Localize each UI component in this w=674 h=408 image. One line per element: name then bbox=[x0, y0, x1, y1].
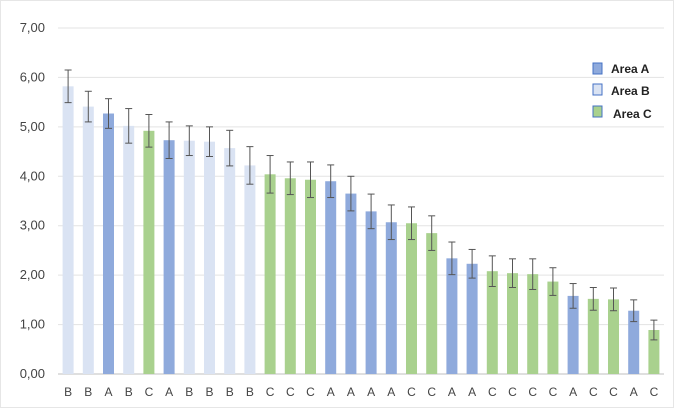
legend-swatch-area-a bbox=[592, 62, 603, 75]
legend-item-area-c: Area C bbox=[592, 105, 652, 121]
bar bbox=[183, 140, 195, 374]
y-tick-label: 3,00 bbox=[20, 218, 45, 233]
legend-swatch-area-c bbox=[592, 105, 603, 118]
bar bbox=[325, 181, 337, 374]
bar bbox=[103, 113, 114, 375]
x-tick-label: C bbox=[650, 385, 659, 399]
x-tick-label: A bbox=[104, 385, 112, 399]
bar bbox=[345, 193, 357, 374]
bar bbox=[547, 281, 559, 374]
bar bbox=[507, 273, 518, 374]
x-tick-label: C bbox=[306, 385, 315, 399]
x-tick-label: C bbox=[488, 385, 497, 399]
x-tick-label: A bbox=[327, 385, 335, 399]
y-tick-label: 0,00 bbox=[20, 366, 45, 381]
x-tick-label: C bbox=[286, 385, 295, 399]
x-tick-label: C bbox=[589, 385, 598, 399]
x-tick-label: C bbox=[549, 385, 558, 399]
bar bbox=[365, 211, 377, 374]
bar bbox=[466, 263, 478, 374]
x-tick-label: C bbox=[407, 385, 416, 399]
bar bbox=[143, 130, 155, 374]
x-tick-label: B bbox=[226, 385, 234, 399]
y-tick-label: 7,00 bbox=[20, 20, 45, 35]
bar bbox=[385, 222, 397, 374]
bar bbox=[204, 141, 215, 374]
bars bbox=[62, 86, 660, 375]
y-tick-label: 5,00 bbox=[20, 119, 45, 134]
x-tick-label: C bbox=[145, 385, 154, 399]
legend-label-area-c: Area C bbox=[613, 107, 652, 121]
bar bbox=[608, 299, 619, 374]
x-tick-label: A bbox=[448, 385, 456, 399]
x-tick-label: B bbox=[64, 385, 72, 399]
x-tick-label: C bbox=[528, 385, 537, 399]
y-tick-label: 6,00 bbox=[20, 69, 45, 84]
x-tick-label: B bbox=[205, 385, 213, 399]
bar bbox=[406, 223, 417, 374]
x-tick-label: C bbox=[427, 385, 436, 399]
x-tick-label: C bbox=[266, 385, 275, 399]
x-tick-label: A bbox=[569, 385, 577, 399]
gridlines bbox=[58, 27, 664, 375]
bar bbox=[628, 310, 640, 374]
legend-item-area-a: Area A bbox=[592, 62, 650, 76]
legend-label-area-a: Area A bbox=[611, 62, 650, 76]
bar bbox=[62, 86, 74, 374]
x-tick-label: B bbox=[185, 385, 193, 399]
y-tick-label: 1,00 bbox=[20, 317, 45, 332]
bar bbox=[82, 106, 94, 374]
x-tick-label: A bbox=[468, 385, 476, 399]
y-tick-label: 4,00 bbox=[20, 168, 45, 183]
error-bars bbox=[64, 69, 658, 341]
x-tick-label: A bbox=[165, 385, 173, 399]
legend-swatch-area-b bbox=[592, 83, 603, 96]
bar bbox=[486, 271, 498, 374]
x-tick-label: A bbox=[367, 385, 375, 399]
x-tick-label: C bbox=[508, 385, 517, 399]
x-tick-label: B bbox=[125, 385, 133, 399]
x-tick-label: A bbox=[387, 385, 395, 399]
bar bbox=[264, 174, 276, 374]
y-axis-ticks: 0,00 1,00 2,00 3,00 4,00 5,00 6,00 7,00 bbox=[20, 20, 45, 381]
bar bbox=[587, 298, 599, 374]
x-tick-label: C bbox=[609, 385, 618, 399]
x-tick-label: A bbox=[347, 385, 355, 399]
y-tick-label: 2,00 bbox=[20, 267, 45, 282]
bar bbox=[305, 179, 316, 374]
bar bbox=[284, 178, 296, 374]
bar bbox=[527, 274, 539, 374]
bar bbox=[163, 140, 175, 374]
bar bbox=[244, 165, 256, 374]
bar bbox=[648, 330, 660, 374]
bar bbox=[426, 233, 438, 374]
x-tick-label: B bbox=[246, 385, 254, 399]
bar bbox=[567, 295, 579, 374]
legend: Area A Area B Area C bbox=[592, 62, 652, 121]
bar bbox=[446, 258, 458, 374]
legend-item-area-b: Area B bbox=[592, 83, 650, 98]
x-tick-label: A bbox=[630, 385, 638, 399]
bar bbox=[123, 125, 135, 375]
x-tick-label: B bbox=[84, 385, 92, 399]
legend-label-area-b: Area B bbox=[611, 84, 650, 98]
bar bbox=[224, 148, 236, 374]
